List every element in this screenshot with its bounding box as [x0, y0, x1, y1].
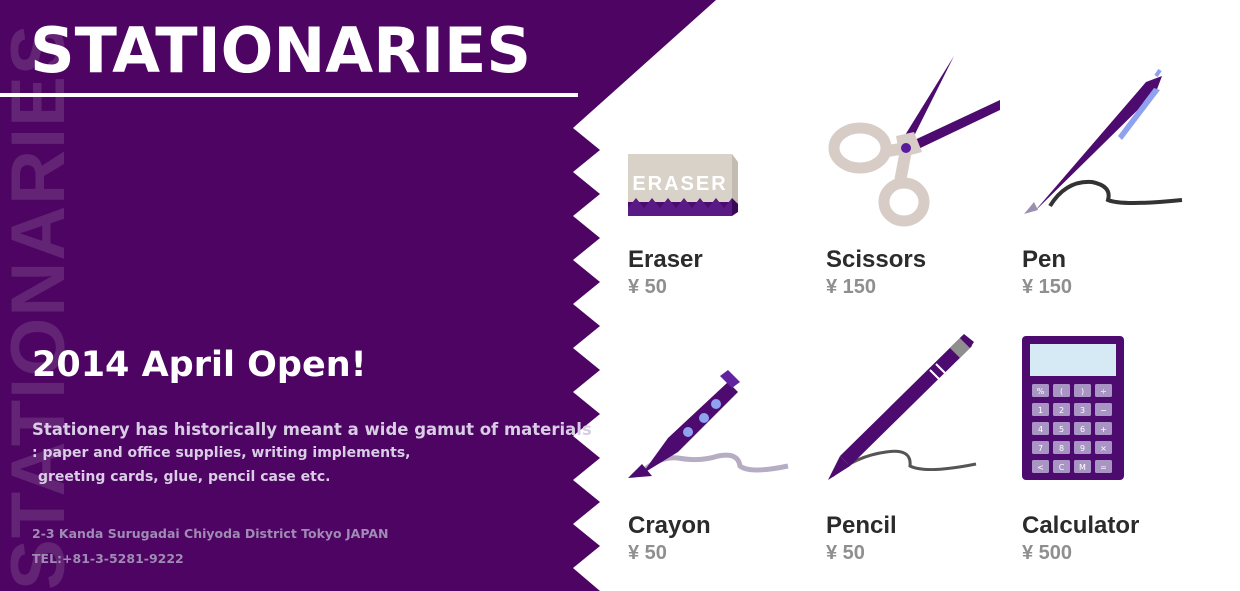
- product-name: Crayon: [628, 512, 711, 539]
- calculator-icon: % () ÷ 1 2 3 − 4 5 6 +7 8 9 × < C M =: [1022, 336, 1124, 480]
- eraser-icon: ERASER: [628, 154, 738, 216]
- calculator-key: [1032, 403, 1049, 416]
- calculator-key: [1053, 441, 1070, 454]
- calculator-key-label: (: [1060, 387, 1063, 396]
- product-price: ¥ 500: [1022, 542, 1073, 564]
- calculator-key-label: ×: [1100, 444, 1107, 453]
- store-title: STATIONARIES: [30, 14, 532, 87]
- calculator-key: [1053, 460, 1070, 473]
- product-pencil: Pencil ¥ 50: [826, 306, 1016, 566]
- calculator-key: [1032, 422, 1049, 435]
- calculator-key-label: −: [1100, 406, 1107, 415]
- store-address: 2-3 Kanda Surugadai Chiyoda District Tok…: [32, 526, 389, 541]
- crayon-icon: [628, 370, 789, 478]
- product-price: ¥ 50: [628, 276, 667, 298]
- store-contact: 2-3 Kanda Surugadai Chiyoda District Tok…: [32, 521, 388, 571]
- eraser-label: ERASER: [632, 173, 727, 195]
- product-price: ¥ 50: [628, 542, 667, 564]
- product-calculator: % () ÷ 1 2 3 − 4 5 6 +7 8 9 × < C M = Calculator ¥ 500: [1022, 306, 1212, 566]
- calculator-key-label: 9: [1080, 444, 1085, 453]
- calculator-key-label: C: [1059, 463, 1065, 472]
- product-price: ¥ 50: [826, 542, 865, 564]
- calculator-key: [1095, 422, 1112, 435]
- calculator-key: [1074, 441, 1091, 454]
- pencil-icon: [828, 334, 977, 480]
- pen-icon: [1024, 68, 1183, 214]
- product-crayon: Crayon ¥ 50: [628, 306, 818, 566]
- calculator-key: [1032, 460, 1049, 473]
- calculator-key: [1053, 384, 1070, 397]
- calculator-key-label: 1: [1038, 406, 1043, 415]
- calculator-key-label: M: [1079, 463, 1086, 472]
- calculator-key-label: +: [1100, 425, 1107, 434]
- calculator-key: [1032, 441, 1049, 454]
- product-pen: Pen ¥ 150: [1022, 40, 1212, 300]
- description-line: Stationery has historically meant a wide…: [32, 420, 592, 439]
- store-phone: TEL:+81-3-5281-9222: [32, 551, 184, 566]
- calculator-key: [1074, 460, 1091, 473]
- calculator-key: [1095, 460, 1112, 473]
- product-name: Pencil: [826, 512, 897, 539]
- calculator-key: [1095, 384, 1112, 397]
- calculator-key: [1074, 403, 1091, 416]
- calculator-key: [1095, 403, 1112, 416]
- product-name: Pen: [1022, 246, 1067, 273]
- product-price: ¥ 150: [826, 276, 877, 298]
- product-eraser: ERASER Eraser ¥ 50: [628, 40, 818, 300]
- title-underline: [0, 93, 578, 97]
- calculator-key-label: ÷: [1100, 387, 1107, 396]
- calculator-key: [1074, 422, 1091, 435]
- store-description: Stationery has historically meant a wide…: [32, 419, 592, 489]
- product-name: Scissors: [826, 246, 927, 273]
- opening-headline: 2014 April Open!: [32, 345, 367, 385]
- calculator-key-label: 2: [1059, 406, 1064, 415]
- product-name: Eraser: [628, 246, 703, 273]
- calculator-key-label: 8: [1059, 444, 1064, 453]
- calculator-key: [1053, 422, 1070, 435]
- calculator-key-label: =: [1100, 463, 1107, 472]
- calculator-key: [1053, 403, 1070, 416]
- calculator-key-label: 7: [1038, 444, 1043, 453]
- calculator-key: [1074, 384, 1091, 397]
- calculator-key-label: %: [1037, 387, 1045, 396]
- description-line: : paper and office supplies, writing imp…: [32, 445, 411, 461]
- product-price: ¥ 150: [1022, 276, 1073, 298]
- calculator-key: [1032, 384, 1049, 397]
- calculator-key: [1095, 441, 1112, 454]
- calculator-key-label: ): [1081, 387, 1084, 396]
- calculator-key-label: 4: [1038, 425, 1043, 434]
- description-line: greeting cards, glue, pencil case etc.: [38, 469, 331, 485]
- vertical-watermark: STATIONARIES: [0, 23, 82, 590]
- calculator-key-label: 5: [1059, 425, 1064, 434]
- scissors-icon: [828, 56, 1000, 227]
- calculator-key-label: 3: [1080, 406, 1085, 415]
- product-scissors: Scissors ¥ 150: [826, 40, 1016, 300]
- watermark-text: STATIONARIES: [0, 23, 81, 590]
- calculator-key-label: 6: [1080, 425, 1085, 434]
- calculator-key-label: <: [1037, 463, 1044, 472]
- calculator-keypad: % () ÷ 1 2 3 − 4 5 6 +7 8 9 × < C M =: [1032, 384, 1112, 473]
- product-name: Calculator: [1022, 512, 1140, 539]
